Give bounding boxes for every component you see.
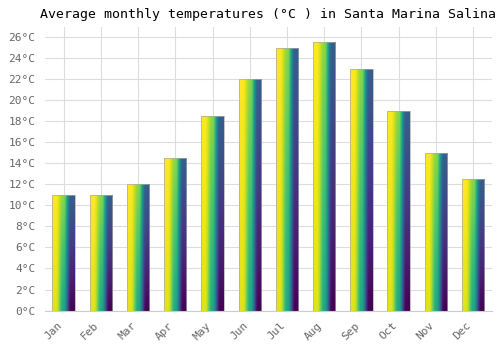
Bar <box>462 179 484 310</box>
Bar <box>313 42 336 310</box>
Bar <box>350 69 372 310</box>
Bar <box>127 184 150 310</box>
Bar <box>276 48 298 310</box>
Bar <box>388 111 410 310</box>
Bar <box>90 195 112 310</box>
Bar <box>52 195 75 310</box>
Bar <box>238 79 261 310</box>
Title: Average monthly temperatures (°C ) in Santa Marina Salina: Average monthly temperatures (°C ) in Sa… <box>40 8 496 21</box>
Bar <box>424 153 447 310</box>
Bar <box>202 116 224 310</box>
Bar <box>164 158 186 310</box>
